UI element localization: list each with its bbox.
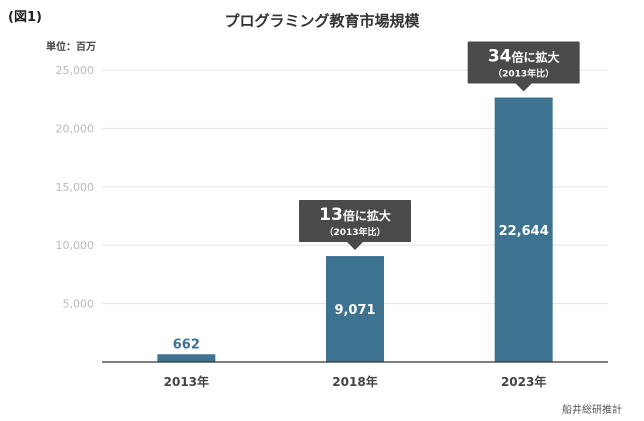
callout-headline: 34倍に拡大	[488, 47, 560, 67]
y-tick-label: 5,000	[63, 298, 95, 311]
callout-pointer	[515, 83, 532, 92]
callout-box	[467, 41, 580, 84]
y-tick-label: 15,000	[56, 181, 95, 194]
figure-label: (図1)	[8, 10, 42, 25]
callout-pointer	[347, 242, 363, 251]
y-tick-label: 10,000	[56, 239, 95, 252]
chart-title: プログラミング教育市場規模	[224, 12, 420, 30]
x-tick-label: 2013年	[164, 374, 209, 389]
bar	[157, 354, 216, 362]
callout-multiplier: 13	[319, 205, 343, 225]
x-tick-label: 2023年	[501, 374, 546, 389]
unit-label: 単位：百万	[46, 42, 96, 53]
callout-box	[299, 200, 411, 243]
y-tick-label: 25,000	[56, 64, 95, 77]
callout-suffix: 倍に拡大	[511, 50, 559, 65]
callout-note: （2013年比）	[493, 68, 554, 80]
bar	[494, 97, 553, 363]
data-label: 9,071	[334, 303, 375, 318]
callout-multiplier: 34	[488, 47, 512, 67]
callout-suffix: 倍に拡大	[343, 208, 391, 223]
callout-headline: 13倍に拡大	[319, 205, 391, 225]
callout-note: （2013年比）	[324, 226, 385, 238]
x-tick-label: 2018年	[332, 374, 377, 389]
source-note: 船井総研推計	[562, 405, 622, 416]
bar	[326, 256, 384, 362]
y-tick-label: 20,000	[56, 122, 95, 135]
data-label: 662	[173, 337, 200, 352]
data-label: 22,644	[499, 224, 549, 239]
